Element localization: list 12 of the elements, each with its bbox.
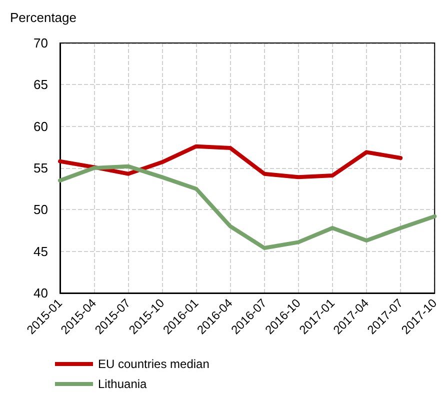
legend-label: Lithuania bbox=[98, 377, 148, 391]
y-tick-label: 50 bbox=[34, 202, 48, 218]
y-tick-label: 60 bbox=[34, 118, 48, 134]
line-series bbox=[58, 164, 437, 250]
y-tick-label: 65 bbox=[34, 77, 48, 92]
y-tick-label: 45 bbox=[34, 244, 48, 259]
y-axis-title: Percentage bbox=[10, 10, 76, 25]
line-series bbox=[58, 144, 403, 180]
y-tick-label: 70 bbox=[34, 36, 48, 50]
y-tick-label: 40 bbox=[34, 286, 48, 300]
legend-label: EU countries median bbox=[98, 357, 210, 371]
y-tick-label: 55 bbox=[34, 160, 48, 176]
